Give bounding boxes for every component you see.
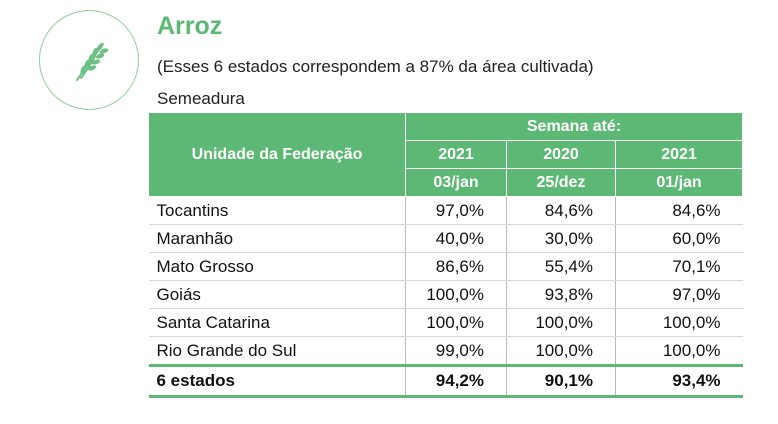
table-row: Goiás 100,0% 93,8% 97,0% bbox=[148, 280, 743, 309]
value-cell: 55,4% bbox=[506, 252, 616, 281]
table-row: Rio Grande do Sul 99,0% 100,0% 100,0% bbox=[148, 336, 743, 366]
value-cell: 97,0% bbox=[615, 280, 743, 309]
table-row: Maranhão 40,0% 30,0% 60,0% bbox=[148, 224, 743, 253]
page-subtitle: (Esses 6 estados correspondem a 87% da á… bbox=[157, 57, 594, 76]
total-label: 6 estados bbox=[148, 364, 406, 398]
value-cell: 100,0% bbox=[405, 280, 507, 309]
value-cell: 70,1% bbox=[615, 252, 743, 281]
total-value: 94,2% bbox=[405, 364, 507, 398]
state-name: Mato Grosso bbox=[148, 252, 406, 281]
week-group-header: Semana até: bbox=[404, 112, 744, 141]
value-cell: 93,8% bbox=[506, 280, 616, 309]
total-row: 6 estados 94,2% 90,1% 93,4% bbox=[148, 364, 743, 398]
page-title: Arroz bbox=[157, 12, 223, 40]
value-cell: 100,0% bbox=[615, 308, 743, 337]
state-name: Tocantins bbox=[148, 196, 406, 225]
value-cell: 100,0% bbox=[615, 336, 743, 366]
table-row: Santa Catarina 100,0% 100,0% 100,0% bbox=[148, 308, 743, 337]
value-cell: 84,6% bbox=[615, 196, 743, 225]
year-header: 2021 bbox=[614, 140, 744, 169]
table-row: Mato Grosso 86,6% 55,4% 70,1% bbox=[148, 252, 743, 281]
year-header: 2020 bbox=[506, 140, 616, 169]
state-column-header: Unidade da Federação bbox=[148, 112, 406, 197]
value-cell: 100,0% bbox=[506, 336, 616, 366]
year-header: 2021 bbox=[405, 140, 507, 169]
crop-logo bbox=[39, 10, 139, 110]
table-caption: Semeadura bbox=[157, 89, 245, 108]
value-cell: 97,0% bbox=[405, 196, 507, 225]
total-value: 90,1% bbox=[506, 364, 616, 398]
value-cell: 30,0% bbox=[506, 224, 616, 253]
rice-plant-icon bbox=[76, 43, 109, 81]
date-header: 03/jan bbox=[405, 168, 507, 197]
state-name: Maranhão bbox=[148, 224, 406, 253]
date-header: 01/jan bbox=[614, 168, 744, 197]
sowing-progress-table: Unidade da Federação Semana até: 2021 20… bbox=[148, 112, 744, 398]
value-cell: 99,0% bbox=[405, 336, 507, 366]
value-cell: 86,6% bbox=[405, 252, 507, 281]
value-cell: 100,0% bbox=[506, 308, 616, 337]
value-cell: 100,0% bbox=[405, 308, 507, 337]
value-cell: 60,0% bbox=[615, 224, 743, 253]
state-name: Goiás bbox=[148, 280, 406, 309]
state-name: Santa Catarina bbox=[148, 308, 406, 337]
table-row: Tocantins 97,0% 84,6% 84,6% bbox=[148, 196, 743, 225]
value-cell: 84,6% bbox=[506, 196, 616, 225]
state-name: Rio Grande do Sul bbox=[148, 336, 406, 366]
total-value: 93,4% bbox=[615, 364, 743, 398]
date-header: 25/dez bbox=[506, 168, 616, 197]
value-cell: 40,0% bbox=[405, 224, 507, 253]
